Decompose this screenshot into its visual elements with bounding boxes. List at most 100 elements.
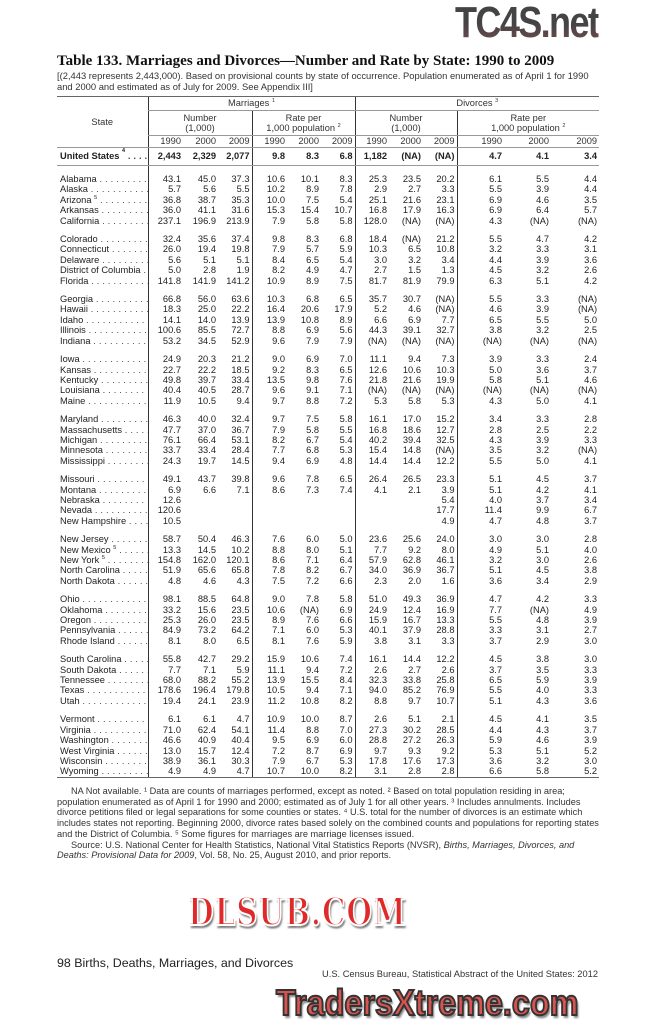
value-cell (183, 495, 218, 505)
value-cell: 4.7 (236, 714, 250, 725)
value-cell: 5.1 (536, 374, 549, 385)
value-cell: 4.2 (584, 275, 598, 286)
value-cell: 13.3 (436, 615, 455, 626)
value-cell: 13.9 (251, 675, 287, 686)
value-cell: 24.3 (147, 455, 183, 467)
state-name: Arkansas . . . . . . . . . . . . . . . . (60, 205, 148, 216)
value-cell: 39.8 (231, 474, 250, 485)
value-cell: 10.6 (402, 364, 421, 375)
value-cell: 2,329 (183, 147, 218, 166)
value-cell: (NA) (577, 304, 598, 315)
value-cell: 2.7 (354, 265, 389, 276)
value-cell: 5.1 (536, 745, 549, 756)
value-cell: 36.1 (197, 755, 216, 766)
year-header: 2009 (423, 135, 457, 148)
value-cell: (NA) (529, 335, 549, 346)
value-cell: 64.8 (231, 594, 250, 605)
value-cell: 15.5 (300, 675, 319, 686)
value-cell: 20.2 (436, 174, 455, 184)
value-cell: 5.5 (456, 455, 504, 467)
value-cell: 7.8 (306, 594, 319, 605)
value-cell: 4.9 (306, 265, 319, 276)
value-cell: (NA) (435, 385, 455, 396)
value-cell: 3.8 (354, 635, 389, 647)
value-cell: 4.6 (203, 575, 216, 586)
value-cell: 5.4 (339, 254, 353, 265)
state-name: Illinois . . . . . . . . . . . . . . . . (60, 325, 148, 336)
value-cell: 73.2 (197, 625, 216, 636)
value-cell: 5.1 (536, 544, 549, 555)
value-cell (251, 515, 287, 527)
value-cell: 37.0 (197, 424, 216, 435)
value-cell: 24.1 (197, 695, 216, 706)
group-spacer (57, 165, 599, 174)
value-cell: 66.4 (197, 434, 216, 445)
state-name: Iowa . . . . . . . . . . . . . . . . (60, 354, 148, 365)
value-cell: 25.0 (197, 304, 216, 315)
value-cell: 3.2 (536, 265, 549, 276)
value-cell: 22.7 (147, 364, 183, 375)
value-cell: 8.8 (306, 395, 319, 406)
value-cell: 9.4 (306, 664, 319, 675)
value-cell: 6.0 (306, 625, 319, 636)
value-cell: 4.1 (584, 484, 598, 495)
value-cell: 3.9 (536, 254, 549, 265)
value-cell: 6.4 (536, 205, 549, 216)
value-cell: 10.2 (251, 184, 287, 195)
value-cell: 7.1 (251, 625, 287, 636)
value-cell: 23.5 (402, 174, 421, 184)
value-cell: 4.7 (456, 515, 504, 527)
value-cell: 7.1 (203, 664, 216, 675)
value-cell: 3.1 (408, 635, 421, 646)
value-cell: 5.4 (441, 494, 455, 505)
value-cell: 13.9 (231, 314, 250, 325)
value-cell: 23.6 (354, 534, 389, 545)
value-cell: 3.7 (456, 635, 504, 647)
value-cell: 7.9 (306, 335, 319, 346)
value-cell: 24.9 (147, 354, 183, 365)
value-cell: 39.4 (402, 434, 421, 445)
value-cell: 5.8 (339, 414, 353, 425)
value-cell: 9.3 (408, 745, 421, 756)
value-cell: 5.5 (456, 685, 504, 696)
value-cell: 1.9 (236, 265, 250, 276)
value-cell: 4.2 (536, 594, 549, 605)
value-cell: 21.6 (402, 374, 421, 385)
value-cell: 6.6 (354, 314, 389, 326)
value-cell (321, 495, 355, 505)
value-cell: 120.6 (147, 505, 183, 516)
table-row: Mississippi . . . . . . . . . . . . . . … (57, 455, 599, 467)
state-name: Florida . . . . . . . . . . . . . . . . (60, 275, 148, 286)
table-row: Missouri . . . . . . . . . . . . . . . .… (57, 474, 599, 485)
value-cell: 81.9 (402, 275, 421, 286)
value-cell: 3.0 (536, 534, 549, 545)
value-cell: 10.6 (251, 174, 287, 185)
value-cell: 5.3 (339, 445, 353, 456)
table-row: Connecticut . . . . . . . . . . . . . . … (57, 244, 599, 255)
value-cell: 9.8 (306, 374, 319, 385)
value-cell: 19.4 (147, 695, 183, 707)
value-cell: 3.9 (584, 735, 598, 746)
value-cell: 65.6 (197, 565, 216, 576)
value-cell: 7.9 (251, 215, 287, 227)
value-cell: 6.8 (321, 147, 355, 166)
value-cell: 7.5 (306, 194, 319, 205)
value-cell: (NA) (529, 215, 549, 226)
value-cell: 9.6 (251, 474, 287, 485)
value-cell: 4.6 (536, 194, 549, 205)
table-row: Arkansas . . . . . . . . . . . . . . . .… (57, 205, 599, 216)
value-cell: 3.0 (584, 635, 598, 646)
value-cell: 34.5 (197, 335, 216, 346)
value-cell: 10.0 (287, 766, 321, 778)
value-cell: 4.4 (456, 254, 504, 266)
value-cell: 30.3 (231, 755, 250, 766)
value-cell: 6.0 (306, 534, 319, 545)
state-name: Wyoming . . . . . . . . . . . . . . . . (57, 766, 148, 778)
value-cell: 4.0 (584, 544, 598, 555)
value-cell: 4.4 (584, 174, 598, 184)
value-cell: 8.3 (339, 174, 353, 184)
value-cell: 5.1 (236, 254, 250, 265)
value-cell: 32.4 (147, 234, 183, 245)
value-cell: 51.0 (354, 594, 389, 605)
value-cell: 4.0 (456, 494, 504, 506)
